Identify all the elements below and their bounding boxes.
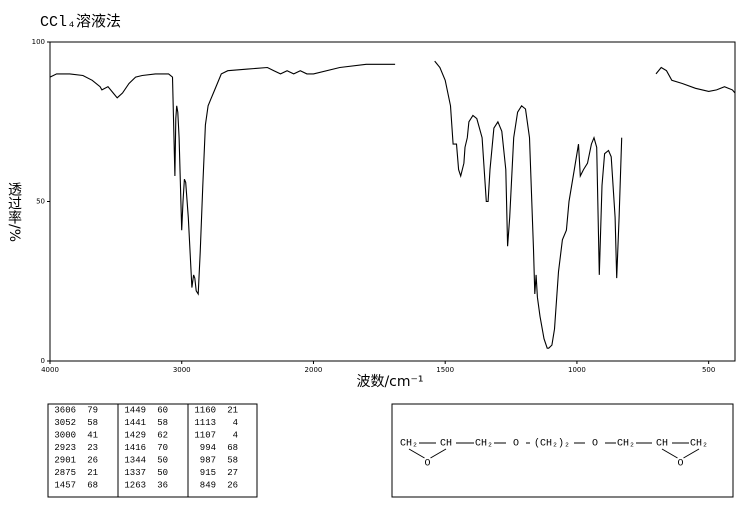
plot-frame <box>49 41 736 362</box>
table-cell: 1457 <box>54 480 76 490</box>
y-axis-label: 透过率/% <box>6 182 22 242</box>
table-cell: 1416 <box>124 443 146 453</box>
table-cell: 994 <box>200 443 216 453</box>
table-cell: 50 <box>157 468 168 478</box>
table-cell: 26 <box>227 480 238 490</box>
table-cell: 3052 <box>54 418 76 428</box>
table-cell: 79 <box>87 405 98 415</box>
x-tick-label: 500 <box>702 366 715 374</box>
table-cell: 68 <box>227 443 238 453</box>
table-cell: 68 <box>87 480 98 490</box>
x-axis-label: 波数/cm⁻¹ <box>356 374 423 390</box>
table-cell: 2901 <box>54 455 76 465</box>
x-tick-label: 4000 <box>41 366 59 374</box>
table-cell: 23 <box>87 443 98 453</box>
x-tick-label: 1000 <box>568 366 586 374</box>
x-tick-label: 1500 <box>436 366 454 374</box>
table-cell: 58 <box>87 418 98 428</box>
bond <box>430 448 447 459</box>
table-cell: 1160 <box>194 405 216 415</box>
table-cell: 3606 <box>54 405 76 415</box>
table-cell: 27 <box>227 468 238 478</box>
table-cell: 915 <box>200 468 216 478</box>
table-cell: 1263 <box>124 480 146 490</box>
structure-group: CH₂ <box>475 439 493 450</box>
table-cell: 60 <box>157 405 168 415</box>
bond <box>408 448 425 459</box>
structure-group: O <box>513 439 519 450</box>
table-cell: 3000 <box>54 430 76 440</box>
structure-group: CH <box>656 439 668 450</box>
structure-group: CH₂ <box>617 439 635 450</box>
structure-frame <box>391 403 734 498</box>
table-cell: 21 <box>227 405 238 415</box>
ring-oxygen: O <box>677 459 683 470</box>
y-tick-label: 0 <box>41 357 45 365</box>
structure-group: CH₂ <box>400 439 418 450</box>
table-cell: 62 <box>157 430 168 440</box>
table-cell: 4 <box>233 418 238 428</box>
table-cell: 1107 <box>194 430 216 440</box>
table-cell: 4 <box>233 430 238 440</box>
table-cell: 58 <box>157 418 168 428</box>
table-cell: 987 <box>200 455 216 465</box>
table-cell: 1441 <box>124 418 146 428</box>
peak-table-frame <box>47 403 258 498</box>
table-cell: 21 <box>87 468 98 478</box>
spectrum-line <box>49 60 736 349</box>
bond <box>683 448 700 459</box>
table-cell: 58 <box>227 455 238 465</box>
chart-title: CCl₄溶液法 <box>40 13 121 31</box>
x-tick-label: 2000 <box>305 366 323 374</box>
table-cell: 1429 <box>124 430 146 440</box>
table-cell: 50 <box>157 455 168 465</box>
y-tick-label: 100 <box>32 38 45 46</box>
structure-group: CH₂ <box>690 439 708 450</box>
bond <box>661 448 678 459</box>
structure-group: (CH₂)₂ <box>534 438 570 450</box>
table-cell: 1344 <box>124 455 146 465</box>
table-cell: 2923 <box>54 443 76 453</box>
table-cell: 70 <box>157 443 168 453</box>
table-cell: 41 <box>87 430 98 440</box>
table-cell: 26 <box>87 455 98 465</box>
table-cell: 1337 <box>124 468 146 478</box>
table-cell: 1113 <box>194 418 216 428</box>
table-cell: 849 <box>200 480 216 490</box>
structure-group: O <box>592 439 598 450</box>
y-tick-label: 50 <box>36 198 45 206</box>
table-cell: 1449 <box>124 405 146 415</box>
x-tick-label: 3000 <box>173 366 191 374</box>
ring-oxygen: O <box>424 459 430 470</box>
table-cell: 36 <box>157 480 168 490</box>
structure-group: CH <box>440 439 452 450</box>
table-cell: 2875 <box>54 468 76 478</box>
